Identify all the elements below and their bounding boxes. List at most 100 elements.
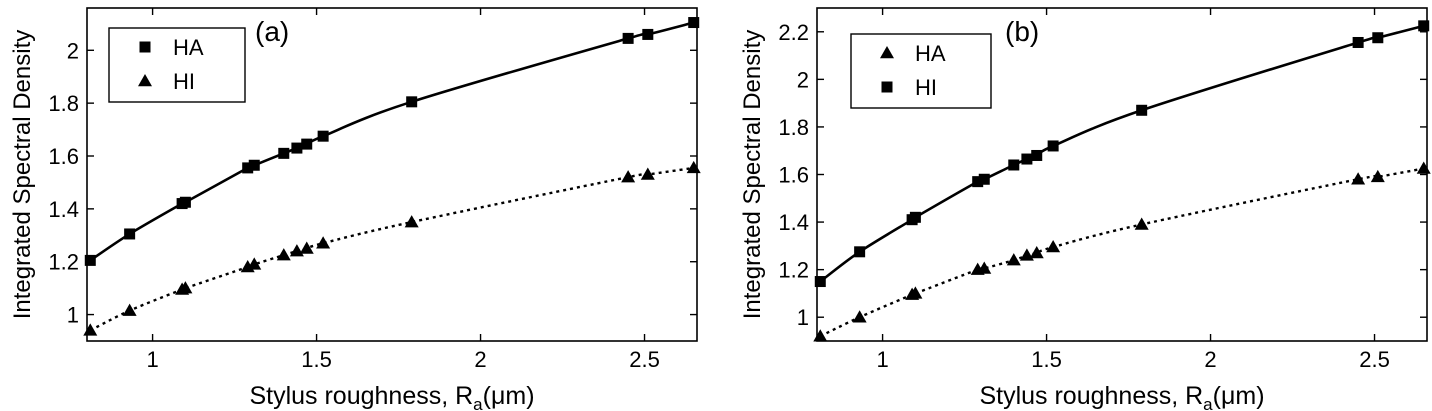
y-axis-label: Integrated Spectral Density <box>739 30 766 320</box>
y-tick-label: 1.6 <box>48 144 79 169</box>
y-tick-label: 1.4 <box>48 197 79 222</box>
data-point-ha <box>642 28 654 40</box>
data-point-hi <box>909 211 921 223</box>
data-point-ha <box>1029 245 1044 259</box>
data-point-hi <box>972 176 984 188</box>
data-point-ha <box>248 159 260 171</box>
data-point-hi <box>247 257 262 270</box>
legend-box <box>850 33 992 109</box>
data-point-ha <box>301 138 313 150</box>
data-point-ha <box>179 196 191 208</box>
y-tick-label: 2 <box>67 38 79 63</box>
data-point-hi <box>1136 104 1148 116</box>
data-point-hi <box>1372 32 1384 44</box>
x-axis-label: Stylus roughness, Ra(μm) <box>979 382 1264 411</box>
y-tick-label: 2.2 <box>778 20 809 45</box>
y-axis-label: Integrated Spectral Density <box>9 30 36 320</box>
x-tick-label: 2 <box>1204 347 1216 372</box>
y-tick-label: 1.8 <box>778 115 809 140</box>
legend-box <box>108 27 246 103</box>
data-point-ha <box>1019 248 1034 261</box>
data-point-hi <box>1021 153 1033 165</box>
y-tick-label: 1.8 <box>48 91 79 116</box>
data-point-hi <box>404 215 419 228</box>
data-point-ha <box>291 142 303 154</box>
legend: HA HI <box>850 33 992 109</box>
x-tick-label: 2.5 <box>629 347 660 372</box>
data-point-ha <box>1046 240 1061 253</box>
legend-marker-hi <box>138 74 152 87</box>
data-point-hi <box>640 167 655 180</box>
data-point-ha <box>1416 161 1431 174</box>
data-point-hi <box>122 303 137 316</box>
data-point-hi <box>316 236 331 249</box>
series-line-hi <box>89 166 694 332</box>
panel-label: (a) <box>255 16 289 47</box>
data-point-ha <box>1134 217 1149 230</box>
x-axis-label: Stylus roughness, Ra(μm) <box>249 382 534 411</box>
y-tick-label: 1.6 <box>778 163 809 188</box>
plot-frame <box>86 7 698 342</box>
series-ha <box>84 17 700 266</box>
legend-entry-label: HA <box>915 41 946 66</box>
data-point-ha <box>124 228 136 240</box>
x-axis-label-main: Stylus roughness, R <box>249 382 473 410</box>
y-tick-label: 1.2 <box>778 258 809 283</box>
y-tick-label: 2 <box>797 67 809 92</box>
y-tick-label: 1.4 <box>778 210 809 235</box>
data-point-hi <box>854 246 866 258</box>
x-axis-label-subscript: a <box>1203 395 1213 411</box>
data-point-hi <box>1008 159 1020 171</box>
series-hi <box>814 20 1430 288</box>
data-point-hi <box>276 248 291 261</box>
legend-marker-ha <box>139 41 151 53</box>
data-point-ha <box>317 130 329 142</box>
x-tick-label: 1 <box>876 347 888 372</box>
data-point-ha <box>1006 253 1021 266</box>
data-point-ha <box>1370 169 1385 183</box>
data-point-ha <box>278 147 290 159</box>
data-point-ha <box>908 286 923 299</box>
data-point-ha <box>242 162 254 174</box>
legend-entry-label: HI <box>173 69 195 94</box>
legend-marker-ha <box>880 46 894 59</box>
legend-entry-label: HI <box>915 75 937 100</box>
data-point-hi <box>1031 149 1043 161</box>
data-point-hi <box>178 281 193 294</box>
data-point-hi <box>1418 20 1430 32</box>
panel-b: 1 1.5 2 2.5 1 1.2 1.4 1.6 1.8 2 2.2 Stylus roughnes… <box>739 7 1431 411</box>
data-point-ha <box>977 261 992 274</box>
data-point-hi <box>1352 36 1364 48</box>
x-tick-label: 1 <box>146 347 158 372</box>
data-point-ha <box>813 329 828 342</box>
x-axis-label-unit: (μm) <box>483 382 535 410</box>
panel-label: (b) <box>1005 16 1039 47</box>
data-point-hi <box>1047 140 1059 152</box>
y-tick-label: 1 <box>67 303 79 328</box>
data-point-hi <box>814 276 826 288</box>
x-tick-label: 2 <box>474 347 486 372</box>
data-point-ha <box>688 17 700 29</box>
x-axis-label-unit: (μm) <box>1213 382 1265 410</box>
data-point-ha <box>406 96 418 108</box>
data-point-ha <box>622 32 634 44</box>
x-axis-label-main: Stylus roughness, R <box>979 382 1203 410</box>
series-line-ha <box>819 167 1424 338</box>
data-point-hi <box>621 170 636 183</box>
series-hi <box>83 160 701 336</box>
data-point-hi <box>978 173 990 185</box>
y-tick-label: 1 <box>797 305 809 330</box>
legend-marker-hi <box>881 81 893 93</box>
data-point-ha <box>1351 172 1366 185</box>
x-tick-label: 1.5 <box>1031 347 1062 372</box>
data-point-ha <box>852 310 867 323</box>
legend: HA HI <box>108 27 246 103</box>
legend-entry-label: HA <box>173 35 204 60</box>
x-axis-label-subscript: a <box>473 395 483 411</box>
series-ha <box>813 161 1431 342</box>
x-tick-label: 2.5 <box>1359 347 1390 372</box>
data-point-hi <box>299 241 314 254</box>
data-point-hi <box>686 160 701 174</box>
